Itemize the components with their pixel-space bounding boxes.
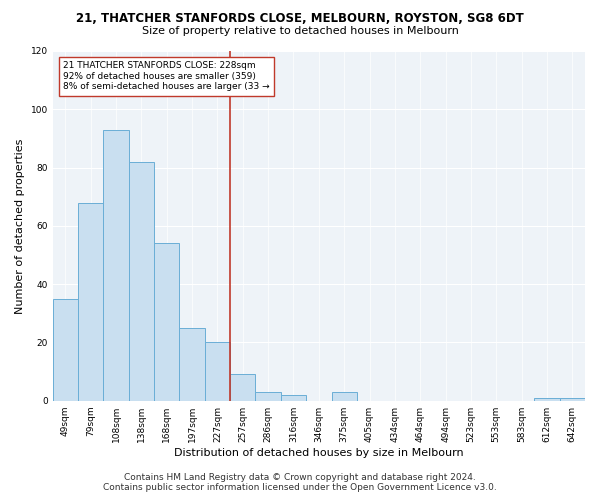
Bar bbox=[78, 202, 103, 400]
Text: Size of property relative to detached houses in Melbourn: Size of property relative to detached ho… bbox=[142, 26, 458, 36]
Bar bbox=[154, 244, 179, 400]
X-axis label: Distribution of detached houses by size in Melbourn: Distribution of detached houses by size … bbox=[174, 448, 464, 458]
Bar bbox=[129, 162, 154, 400]
Bar bbox=[256, 392, 281, 400]
Text: Contains HM Land Registry data © Crown copyright and database right 2024.
Contai: Contains HM Land Registry data © Crown c… bbox=[103, 473, 497, 492]
Bar bbox=[281, 395, 306, 400]
Bar bbox=[535, 398, 560, 400]
Text: 21 THATCHER STANFORDS CLOSE: 228sqm
92% of detached houses are smaller (359)
8% : 21 THATCHER STANFORDS CLOSE: 228sqm 92% … bbox=[64, 62, 270, 92]
Bar bbox=[179, 328, 205, 400]
Bar bbox=[205, 342, 230, 400]
Text: 21, THATCHER STANFORDS CLOSE, MELBOURN, ROYSTON, SG8 6DT: 21, THATCHER STANFORDS CLOSE, MELBOURN, … bbox=[76, 12, 524, 24]
Bar bbox=[332, 392, 357, 400]
Y-axis label: Number of detached properties: Number of detached properties bbox=[15, 138, 25, 314]
Bar bbox=[560, 398, 585, 400]
Bar bbox=[53, 298, 78, 400]
Bar bbox=[103, 130, 129, 400]
Bar bbox=[230, 374, 256, 400]
